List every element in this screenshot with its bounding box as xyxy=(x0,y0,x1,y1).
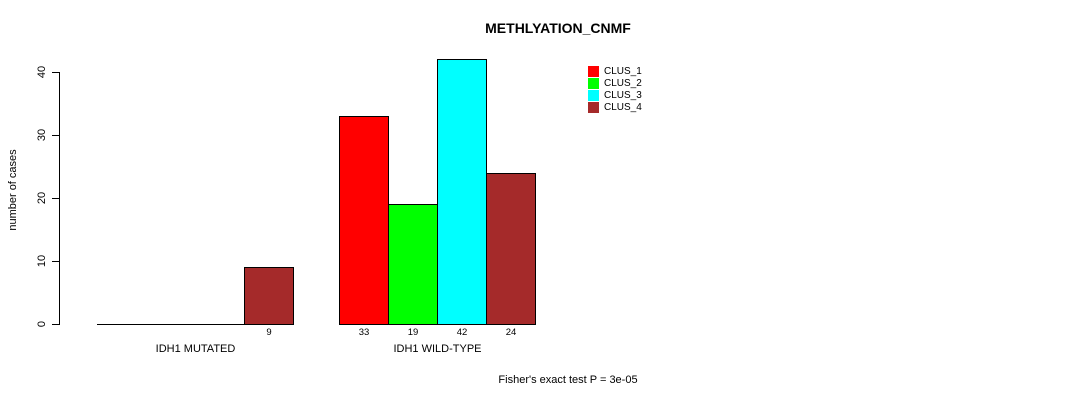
annotation-text: Fisher's exact test P = 3e-05 xyxy=(498,374,638,386)
y-axis-title: number of cases xyxy=(7,149,19,231)
bar-clus_4-mutated xyxy=(244,267,294,325)
y-tick-mark xyxy=(52,198,59,199)
legend-item: CLUS_4 xyxy=(588,102,642,113)
y-tick-mark xyxy=(52,324,59,325)
legend-label: CLUS_4 xyxy=(604,102,642,113)
bar-value-label: 9 xyxy=(266,327,272,338)
bar-value-label: 42 xyxy=(456,327,468,338)
legend-swatch-clus_2 xyxy=(588,78,599,89)
legend-swatch-clus_4 xyxy=(588,102,599,113)
legend-label: CLUS_3 xyxy=(604,90,642,101)
legend-item: CLUS_2 xyxy=(588,78,642,89)
x-group-label: IDH1 MUTATED xyxy=(155,343,236,355)
bar-value-label: 24 xyxy=(505,327,517,338)
y-tick-label: 40 xyxy=(36,65,48,79)
legend-swatch-clus_3 xyxy=(588,90,599,101)
legend-swatch-clus_1 xyxy=(588,66,599,77)
y-tick-label: 10 xyxy=(36,254,48,268)
legend-item: CLUS_3 xyxy=(588,90,642,101)
y-tick-label: 30 xyxy=(36,128,48,142)
bar-clus_1-wildtype xyxy=(339,116,389,325)
y-tick-label: 0 xyxy=(36,320,48,328)
chart-title: METHLYATION_CNMF xyxy=(485,20,631,36)
legend: CLUS_1 CLUS_2 CLUS_3 CLUS_4 xyxy=(588,66,642,114)
legend-item: CLUS_1 xyxy=(588,66,642,77)
bar-clus_3-wildtype xyxy=(437,59,487,325)
legend-label: CLUS_1 xyxy=(604,66,642,77)
group-baseline xyxy=(97,324,294,325)
legend-label: CLUS_2 xyxy=(604,78,642,89)
bar-clus_2-wildtype xyxy=(388,204,438,325)
y-tick-label: 20 xyxy=(36,191,48,205)
bar-clus_4-wildtype xyxy=(486,173,536,325)
y-tick-mark xyxy=(52,261,59,262)
y-tick-mark xyxy=(52,135,59,136)
y-axis-line xyxy=(59,72,60,325)
bar-value-label: 19 xyxy=(407,327,419,338)
y-tick-mark xyxy=(52,72,59,73)
x-group-label: IDH1 WILD-TYPE xyxy=(393,343,482,355)
bar-value-label: 33 xyxy=(358,327,370,338)
